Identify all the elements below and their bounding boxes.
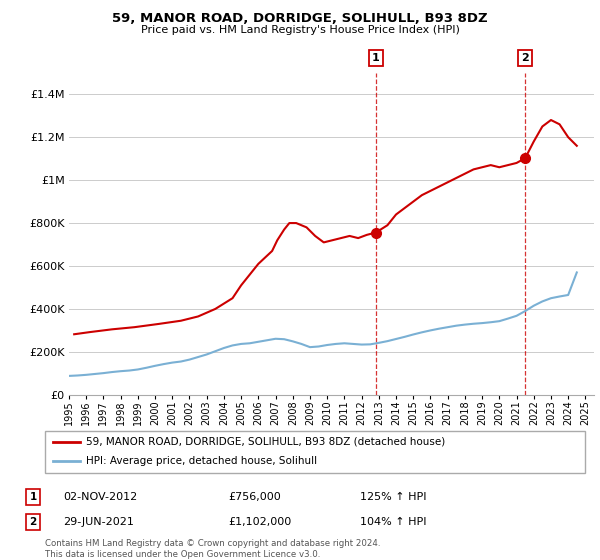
Text: 1: 1 xyxy=(29,492,37,502)
Text: 02-NOV-2012: 02-NOV-2012 xyxy=(63,492,137,502)
Text: £756,000: £756,000 xyxy=(228,492,281,502)
Text: 2: 2 xyxy=(29,517,37,527)
Text: Price paid vs. HM Land Registry's House Price Index (HPI): Price paid vs. HM Land Registry's House … xyxy=(140,25,460,35)
FancyBboxPatch shape xyxy=(45,431,585,473)
Text: 29-JUN-2021: 29-JUN-2021 xyxy=(63,517,134,527)
Text: 1: 1 xyxy=(372,53,380,63)
Text: Contains HM Land Registry data © Crown copyright and database right 2024.
This d: Contains HM Land Registry data © Crown c… xyxy=(45,539,380,559)
Text: 125% ↑ HPI: 125% ↑ HPI xyxy=(360,492,427,502)
Text: 59, MANOR ROAD, DORRIDGE, SOLIHULL, B93 8DZ: 59, MANOR ROAD, DORRIDGE, SOLIHULL, B93 … xyxy=(112,12,488,25)
Text: HPI: Average price, detached house, Solihull: HPI: Average price, detached house, Soli… xyxy=(86,456,317,466)
Text: 2: 2 xyxy=(521,53,529,63)
Text: £1,102,000: £1,102,000 xyxy=(228,517,291,527)
Text: 104% ↑ HPI: 104% ↑ HPI xyxy=(360,517,427,527)
Text: 59, MANOR ROAD, DORRIDGE, SOLIHULL, B93 8DZ (detached house): 59, MANOR ROAD, DORRIDGE, SOLIHULL, B93 … xyxy=(86,437,445,447)
